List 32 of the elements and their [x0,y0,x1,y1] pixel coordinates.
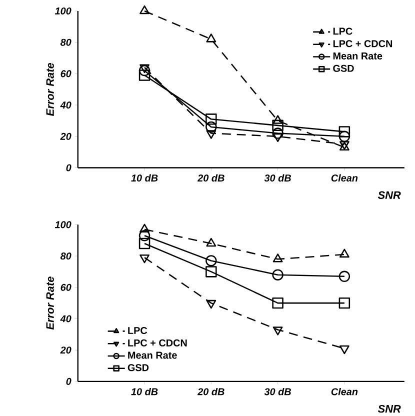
y-tick-label: 80 [60,252,72,260]
y-tick-label: 100 [54,7,72,15]
x-tick-label: 10 dB [130,174,158,182]
x-axis-title: SNR [378,404,401,413]
legend-label: LPC [333,28,352,35]
x-tick-label: Clean [331,174,358,182]
y-tick-label: 60 [60,70,72,78]
y-tick-label: 40 [60,315,72,322]
y-axis-title: Error Rate [46,62,54,116]
x-tick-label: 10 dB [130,388,158,396]
y-tick-label: 40 [60,102,72,109]
y-tick-label: 0 [66,164,72,172]
legend-label: Mean Rate [128,352,177,359]
y-tick-label: 60 [60,284,72,291]
y-axis-title: Error Rate [46,276,54,330]
y-tick-label: 0 [66,378,72,385]
y-tick-label: 100 [54,221,72,228]
x-axis-title: SNR [378,191,401,199]
legend-label: Mean Rate [333,52,382,60]
y-tick-label: 20 [60,132,72,140]
legend-label: LPC + CDCN [128,339,187,346]
x-tick-label: 20 dB [197,388,224,396]
legend-label: LPC + CDCN [333,40,392,48]
legend-label: GSD [332,64,354,72]
legend-label: LPC [128,326,147,334]
y-tick-label: 20 [60,346,72,354]
x-tick-label: 30 dB [264,388,291,396]
x-tick-label: Clean [331,388,358,396]
x-tick-label: 30 dB [264,174,291,182]
y-tick-label: 80 [60,38,72,46]
legend-label: GSD [128,364,148,372]
x-tick-label: 20 dB [197,174,224,182]
